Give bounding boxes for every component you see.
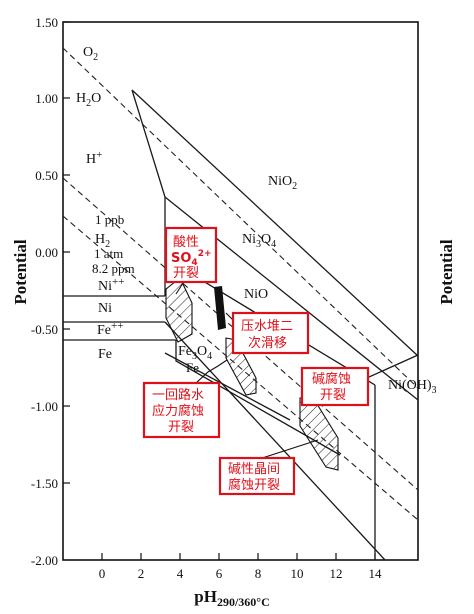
annotation-acidic-line2: SO42+	[171, 249, 212, 268]
label-h2o: H2O	[76, 91, 101, 109]
annotation-loop-line3: 开裂	[168, 420, 194, 435]
annotation-alkaline-line1: 碱性晶间	[228, 462, 280, 477]
annotation-loop: 一回路水 应力腐蚀 开裂	[142, 381, 221, 439]
annotation-loop-line2: 应力腐蚀	[152, 403, 204, 419]
annotation-pressure-line1: 压水堆二	[241, 319, 293, 334]
label-nio: NiO	[244, 287, 268, 302]
label-fe-small: Fe	[186, 360, 199, 375]
label-nio2: NiO2	[268, 174, 297, 192]
annotation-caustic-line2: 开裂	[320, 388, 346, 403]
x-tick-label: 8	[255, 566, 262, 581]
y-tick-label: 1.00	[35, 91, 58, 106]
x-axis-title: pH290/360°C	[194, 587, 270, 609]
label-h2: H2	[95, 232, 110, 250]
label-ni-ion: Ni++	[98, 276, 124, 294]
x-tick-label: 10	[291, 566, 304, 581]
y-tick-labels: 1.50 1.00 0.50 0.00 -0.50 -1.00 -1.50 -2…	[31, 15, 58, 568]
caustic-region	[299, 395, 339, 471]
annotation-alkaline: 碱性晶间 腐蚀开裂	[218, 456, 296, 496]
label-o2: O2	[83, 45, 98, 63]
y-tick-label: 0.00	[35, 245, 58, 260]
boundary-fe3o4-lower	[175, 340, 341, 456]
hydrogen-line-1ppb	[62, 177, 419, 491]
annotation-acidic-line1: 酸性	[173, 235, 199, 250]
x-tick-marks	[101, 553, 376, 560]
label-nioh3: Ni(OH)3	[388, 378, 437, 396]
x-tick-label: 6	[216, 566, 223, 581]
y-tick-label: 0.50	[35, 168, 58, 183]
y-tick-label: -1.50	[31, 476, 58, 491]
annotation-loop-line1: 一回路水	[152, 387, 204, 403]
annotation-pressure-line2: 次滑移	[248, 335, 287, 351]
annotation-caustic-line1: 碱腐蚀	[312, 372, 351, 387]
boundary-ni3o4-left	[131, 89, 166, 296]
boundary-ni-diagonal	[164, 321, 386, 561]
y-axis-title: Potential	[11, 239, 30, 304]
y-tick-label: -1.00	[31, 399, 58, 414]
x-tick-label: 4	[177, 566, 184, 581]
label-ni: Ni	[98, 301, 112, 316]
y-axis-title-right: Potential	[437, 239, 456, 304]
x-tick-label: 12	[330, 566, 343, 581]
label-1atm: 1 atm	[94, 246, 123, 261]
label-fe: Fe	[98, 347, 112, 362]
secondary-slip-region	[214, 286, 226, 330]
boundary-fe-lower	[164, 352, 291, 421]
species-labels: O2 H2O H+ 1 ppb H2 1 atm 8.2 ppm Ni++ Ni…	[76, 45, 437, 396]
boundary-nio2-upper	[131, 89, 419, 357]
label-1ppb: 1 ppb	[95, 212, 124, 227]
annotation-caustic: 碱腐蚀 开裂	[300, 366, 370, 407]
oxygen-line	[62, 47, 419, 389]
x-tick-label: 2	[138, 566, 145, 581]
y-tick-label: 1.50	[35, 15, 58, 30]
label-h-plus: H+	[86, 149, 102, 167]
y-tick-label: -2.00	[31, 553, 58, 568]
y-tick-label: -0.50	[31, 322, 58, 337]
x-tick-label: 0	[99, 566, 106, 581]
annotation-alkaline-line2: 腐蚀开裂	[228, 478, 280, 493]
plot-frame	[62, 21, 419, 561]
label-fe-ion: Fe++	[97, 320, 123, 338]
x-tick-labels: 0 2 4 6 8 10 12 14	[99, 566, 382, 581]
label-fe3o4: Fe3O4	[178, 344, 212, 362]
x-tick-label: 14	[369, 566, 383, 581]
acidic-region	[165, 277, 193, 343]
annotation-pressure: 压水堆二 次滑移	[231, 311, 310, 355]
label-8ppm: 8.2 ppm	[92, 261, 135, 276]
annotation-acidic-line3: 开裂	[173, 266, 199, 281]
label-ni3o4: Ni3O4	[242, 232, 276, 250]
annotation-acidic: 酸性 SO42+ 开裂	[164, 226, 218, 284]
y-tick-marks	[63, 21, 70, 484]
